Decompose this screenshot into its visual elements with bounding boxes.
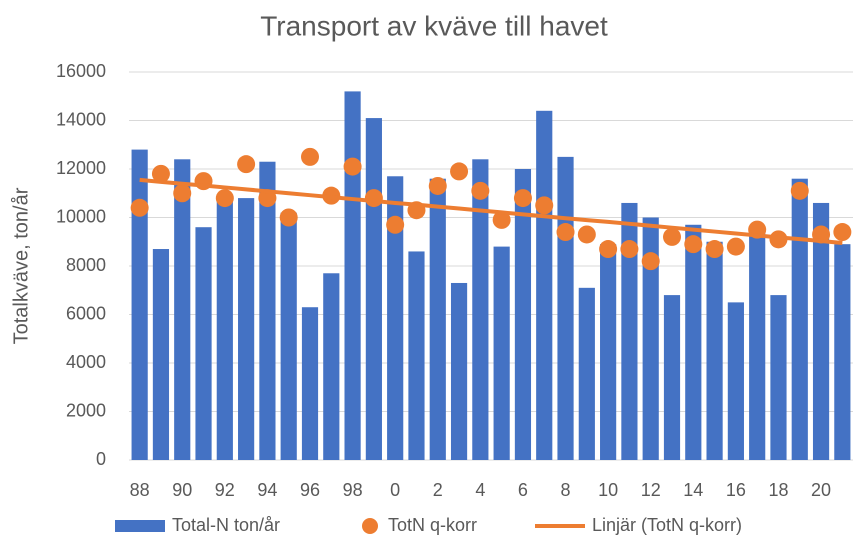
bar [344, 91, 361, 461]
bar [152, 249, 170, 460]
bar [365, 118, 382, 460]
x-tick-label: 2 [433, 480, 443, 500]
y-tick-label: 16000 [56, 61, 106, 81]
dot [705, 240, 724, 259]
dot [151, 164, 170, 183]
bar [238, 198, 255, 460]
legend-label: TotN q-korr [388, 515, 477, 535]
bar [557, 156, 574, 460]
y-tick-label: 10000 [56, 206, 106, 226]
dot [641, 252, 660, 271]
x-tick-label: 90 [172, 480, 192, 500]
trend-line [139, 177, 843, 245]
bar [578, 287, 595, 460]
dot [663, 227, 681, 246]
bar [514, 169, 532, 460]
x-tick-label: 96 [300, 480, 320, 500]
legend-label: Linjär (TotN q-korr) [592, 515, 742, 535]
bar [536, 110, 553, 461]
dot [386, 215, 405, 234]
bar [770, 295, 787, 460]
bar [408, 251, 425, 460]
dot [215, 189, 234, 208]
y-tick-label: 4000 [66, 352, 106, 372]
dot [620, 240, 639, 259]
bar [323, 273, 340, 460]
bar [131, 149, 148, 460]
dot [726, 237, 745, 256]
bar [493, 246, 510, 460]
bar [429, 178, 446, 460]
y-tick-label: 6000 [66, 303, 106, 323]
bar [174, 159, 191, 461]
bar [600, 244, 617, 460]
dot [535, 196, 554, 215]
dot [684, 235, 703, 254]
chart-title: Transport av kväve till havet [260, 10, 608, 41]
bar [834, 244, 851, 460]
bar [791, 178, 808, 460]
bar [642, 217, 659, 460]
x-tick-label: 12 [641, 480, 661, 500]
bar [749, 232, 766, 460]
bar [812, 202, 830, 460]
x-tick-label: 16 [726, 480, 746, 500]
bar [280, 212, 297, 460]
y-tick-label: 8000 [66, 255, 106, 275]
dot [833, 223, 852, 242]
bar [387, 176, 404, 460]
dot [513, 189, 532, 208]
x-tick-label: 0 [390, 480, 400, 500]
bar [216, 200, 233, 460]
dot [130, 198, 149, 217]
dot [492, 210, 511, 229]
bar [450, 282, 468, 460]
y-tick-label: 12000 [56, 158, 106, 178]
x-tick-label: 4 [475, 480, 485, 500]
y-tick-label: 14000 [56, 109, 106, 129]
x-tick-label: 94 [257, 480, 277, 500]
x-tick-label: 20 [811, 480, 831, 500]
x-tick-label: 10 [598, 480, 618, 500]
dot [279, 208, 298, 227]
x-tick-label: 14 [683, 480, 703, 500]
dot [301, 147, 319, 166]
y-tick-label: 0 [96, 449, 106, 469]
dot [237, 155, 256, 174]
dot [556, 223, 575, 242]
bar [195, 227, 212, 460]
x-tick-label: 6 [518, 480, 528, 500]
dot [450, 162, 469, 181]
dot [471, 181, 490, 200]
y-axis-label: Totalkväve, ton/år [10, 187, 32, 344]
dot [343, 157, 362, 176]
dot [577, 225, 596, 244]
dot [364, 189, 383, 208]
dot [428, 176, 447, 195]
bar [621, 202, 638, 460]
legend-swatch [115, 520, 165, 532]
bar [685, 224, 702, 460]
bar [472, 159, 489, 461]
legend-swatch [362, 518, 378, 534]
bar [663, 295, 681, 460]
bar [301, 307, 319, 460]
bar [706, 241, 723, 460]
bar [259, 161, 276, 460]
bar [727, 302, 744, 460]
x-tick-label: 18 [768, 480, 788, 500]
y-tick-label: 2000 [66, 400, 106, 420]
x-tick-label: 8 [561, 480, 571, 500]
dot [173, 184, 192, 203]
legend-label: Total-N ton/år [172, 515, 280, 535]
x-tick-label: 92 [215, 480, 235, 500]
x-tick-label: 88 [130, 480, 150, 500]
dot [599, 240, 618, 259]
x-tick-label: 98 [343, 480, 363, 500]
dot [790, 181, 809, 200]
